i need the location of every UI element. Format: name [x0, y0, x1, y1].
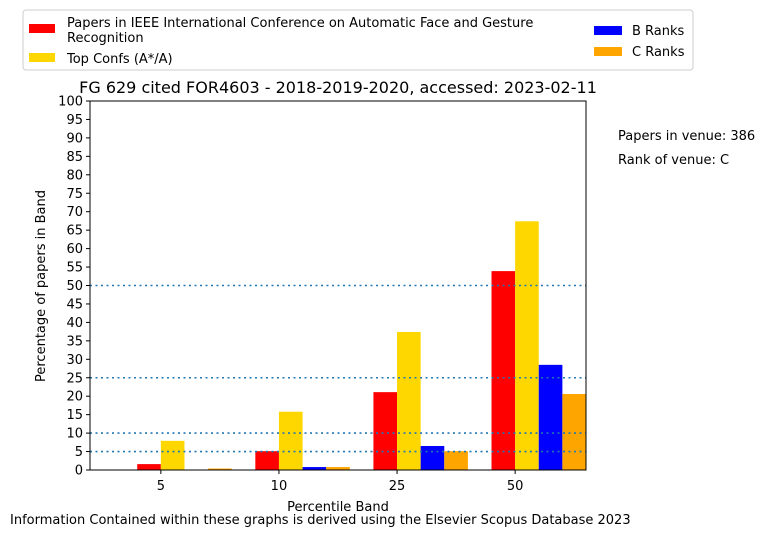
reference-lines: [90, 284, 586, 453]
bar-venue-papers-10: [255, 451, 279, 470]
legend-swatch-venue-papers: [29, 24, 55, 33]
legend: Papers in IEEE International Conference …: [22, 9, 694, 71]
y-tick-label: 55: [66, 261, 83, 276]
bar-b-ranks-10: [302, 467, 327, 470]
y-tick-label: 15: [66, 408, 83, 423]
bar-b-ranks-25: [420, 446, 445, 470]
legend-label-c-ranks: C Ranks: [632, 45, 685, 60]
y-tick-label: 75: [66, 187, 83, 202]
y-tick-label: 60: [66, 242, 83, 257]
y-tick-label: 70: [66, 205, 83, 220]
x-tick-label: 50: [507, 479, 524, 494]
bar-venue-papers-5: [137, 464, 161, 470]
bar-c-ranks-10: [326, 467, 350, 470]
y-tick-label: 30: [66, 353, 83, 368]
bar-c-ranks-5: [208, 468, 232, 470]
y-tick-label: 40: [66, 316, 83, 331]
x-tick-label: 5: [157, 479, 165, 494]
legend-label-venue-papers-line2: Recognition: [67, 31, 144, 46]
y-tick-label: 65: [66, 224, 83, 239]
y-tick-label: 45: [66, 297, 83, 312]
bar-b-ranks-50: [538, 364, 563, 470]
x-tick-label: 25: [389, 479, 406, 494]
bar-venue-papers-50: [491, 271, 516, 470]
plot-frame: [89, 100, 587, 471]
x-axis: 5 10 25 50: [157, 470, 524, 494]
legend-label-venue-papers: Papers in IEEE International Conference …: [67, 16, 537, 46]
y-tick-label: 50: [66, 279, 83, 294]
bar-c-ranks-25: [444, 451, 468, 470]
legend-label-b-ranks: B Ranks: [632, 24, 685, 39]
footer-note: Information Contained within these graph…: [10, 513, 631, 528]
y-axis: 0 5 10 15 20 25 30 35 40 45 50 55 60 65 70 75 80 85 90 95 10…: [58, 95, 90, 479]
y-tick-label: 35: [66, 334, 83, 349]
bar-top-confs-10: [278, 411, 303, 470]
y-tick-label: 80: [66, 168, 83, 183]
legend-swatch-b-ranks: [594, 26, 622, 35]
bar-venue-papers-25: [373, 392, 398, 470]
legend-frame: [22, 9, 694, 71]
y-tick-label: 25: [66, 371, 83, 386]
legend-label-venue-papers-line1: Papers in IEEE International Conference …: [67, 16, 533, 31]
bar-top-confs-5: [160, 440, 185, 470]
y-axis-label: Percentage of papers in Band: [34, 190, 49, 382]
legend-swatch-c-ranks: [594, 47, 622, 56]
y-tick-label: 0: [75, 464, 83, 479]
y-tick-label: 85: [66, 150, 83, 165]
bar-top-confs-50: [515, 221, 539, 470]
papers-in-venue-note: Papers in venue: 386: [618, 129, 755, 144]
legend-swatch-top-confs: [29, 53, 55, 62]
x-axis-label: Percentile Band: [287, 500, 389, 515]
y-tick-label: 95: [66, 113, 83, 128]
x-tick-label: 10: [271, 479, 288, 494]
bar-top-confs-25: [397, 331, 421, 470]
legend-label-top-confs: Top Confs (A*/A): [66, 52, 173, 67]
bars: [137, 221, 586, 470]
bar-c-ranks-50: [562, 393, 586, 470]
y-tick-label: 10: [66, 427, 83, 442]
chart-title: FG 629 cited FOR4603 - 2018-2019-2020, a…: [79, 78, 597, 97]
y-tick-label: 90: [66, 131, 83, 146]
y-tick-label: 100: [58, 95, 83, 110]
rank-of-venue-note: Rank of venue: C: [618, 153, 729, 168]
y-tick-label: 5: [75, 445, 83, 460]
y-tick-label: 20: [66, 390, 83, 405]
